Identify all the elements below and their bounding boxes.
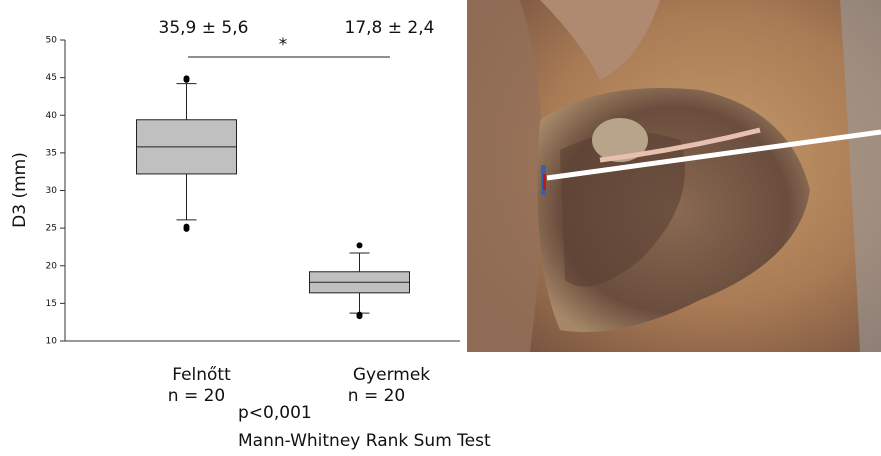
anatomy-image	[467, 0, 881, 352]
y-tick-label: 35	[46, 148, 57, 158]
y-tick-label: 25	[46, 224, 57, 234]
y-tick-label: 50	[46, 36, 58, 46]
n-label: n = 20	[168, 386, 225, 406]
figure: 101520253035404550D3 (mm)Felnőttn = 2035…	[0, 0, 881, 456]
y-axis-label: D3 (mm)	[10, 152, 30, 228]
y-tick-label: 20	[46, 261, 58, 271]
p-value: p<0,001	[238, 403, 312, 423]
y-tick-label: 15	[46, 299, 57, 309]
test-name: Mann-Whitney Rank Sum Test	[238, 431, 491, 451]
y-tick-label: 10	[46, 337, 58, 347]
y-tick-label: 45	[46, 73, 57, 83]
outlier	[357, 313, 363, 319]
category-label: Felnőtt	[172, 365, 231, 385]
category-label: Gyermek	[353, 365, 430, 385]
y-tick-label: 40	[46, 111, 58, 121]
group-stat: 17,8 ± 2,4	[345, 18, 435, 38]
significance-mark: *	[279, 35, 288, 55]
outlier	[184, 77, 190, 83]
y-tick-label: 30	[46, 186, 58, 196]
outlier	[184, 226, 190, 232]
group-stat: 35,9 ± 5,6	[159, 18, 249, 38]
outlier	[357, 242, 363, 248]
n-label: n = 20	[348, 386, 405, 406]
